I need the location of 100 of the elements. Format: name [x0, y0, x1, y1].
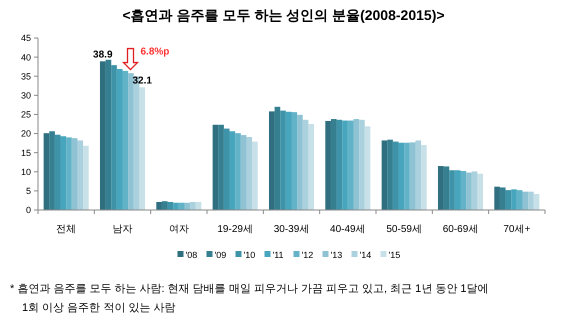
y-tick-label: 35	[20, 71, 31, 82]
bar	[173, 202, 179, 210]
bar	[162, 201, 168, 210]
bar	[139, 87, 146, 210]
bar	[410, 142, 416, 210]
legend-label: '12	[302, 250, 314, 260]
bar	[454, 170, 460, 210]
bar	[100, 61, 106, 210]
bar	[325, 120, 331, 210]
bar	[106, 60, 112, 210]
bar	[308, 124, 314, 210]
bar	[477, 174, 484, 210]
y-tick-label: 10	[20, 166, 31, 177]
bar	[240, 135, 246, 210]
bar	[230, 131, 236, 210]
y-tick-label: 25	[20, 110, 31, 120]
x-tick-label: 여자	[168, 224, 189, 235]
bar	[398, 142, 404, 210]
bar	[302, 120, 308, 210]
x-tick-label: 40-49세	[330, 224, 366, 235]
bar	[297, 114, 303, 210]
bar	[392, 142, 399, 210]
bar	[382, 140, 388, 210]
legend-label: '09	[214, 250, 226, 260]
bar	[387, 140, 393, 210]
bar	[511, 189, 517, 210]
bar	[286, 112, 292, 210]
y-tick-label: 5	[26, 186, 31, 196]
bar	[156, 202, 162, 210]
legend-label: '08	[186, 250, 198, 260]
x-tick-label: 19-29세	[217, 224, 253, 235]
bar	[77, 140, 84, 210]
bar	[404, 142, 410, 210]
bar	[500, 187, 506, 210]
bar	[44, 133, 50, 210]
bar	[218, 124, 224, 210]
bar	[292, 112, 298, 210]
y-tick-label: 20	[20, 128, 31, 139]
bar	[178, 202, 184, 210]
bar	[421, 145, 427, 210]
bar	[528, 192, 534, 210]
bar	[330, 119, 337, 210]
text: * 흡연과 음주를 모두 하는 사람: 현재 담배를 매일 피우거나 가끔 피우고 있고, 최근 1년 동안 1달에 1회 이상 음주한 적이 있는 사람	[10, 283, 489, 314]
bar	[212, 124, 218, 210]
bar	[534, 194, 540, 210]
bar	[449, 170, 455, 210]
bar	[280, 110, 286, 210]
y-tick-label: 40	[20, 52, 31, 62]
legend-label: '11	[272, 250, 284, 260]
bar	[60, 136, 66, 210]
y-tick-label: 15	[20, 148, 31, 158]
legend-label: '10	[244, 250, 256, 260]
bar	[364, 126, 370, 210]
bar	[128, 73, 134, 210]
bar	[516, 190, 522, 210]
bar	[83, 146, 89, 210]
bar	[336, 120, 342, 210]
chart-title: <흡연과 음주를 모두 하는 성인의 분율(2008-2015)>	[122, 7, 445, 23]
data-label: 32.1	[132, 75, 152, 86]
bar	[506, 190, 512, 210]
bar	[472, 171, 478, 210]
bar	[246, 136, 252, 210]
bar	[184, 202, 190, 210]
x-tick-label: 70세+	[503, 224, 530, 235]
bar	[494, 186, 500, 210]
bar	[274, 106, 280, 210]
bar	[190, 202, 196, 210]
bar	[168, 202, 174, 210]
bar	[116, 68, 122, 210]
bar	[72, 138, 78, 210]
bar	[268, 111, 275, 210]
y-tick-label: 45	[20, 33, 31, 44]
bar	[415, 140, 422, 210]
y-tick-label: 0	[26, 205, 31, 216]
bar	[224, 128, 230, 210]
x-tick-label: 50-59세	[386, 224, 422, 235]
bar	[522, 192, 528, 210]
bar	[111, 65, 117, 210]
bar	[196, 202, 202, 210]
legend-label: '15	[388, 250, 400, 260]
bar	[466, 172, 472, 210]
bar	[342, 120, 348, 210]
legend-label: '14	[360, 250, 372, 260]
x-tick-label: 전체	[56, 224, 76, 235]
bar	[66, 137, 72, 210]
x-tick-label: 30-39세	[274, 224, 310, 235]
bar	[438, 166, 444, 210]
legend-label: '13	[330, 250, 342, 260]
bar	[353, 119, 360, 210]
bar	[252, 142, 258, 210]
data-label: 38.9	[93, 49, 113, 60]
bar	[444, 166, 450, 210]
bar	[235, 133, 241, 210]
bar	[359, 120, 365, 210]
y-tick-label: 30	[20, 90, 31, 100]
annotation: 6.8%p	[140, 46, 170, 58]
bar	[348, 120, 354, 210]
x-tick-label: 60-69세	[442, 224, 478, 235]
bar	[460, 171, 466, 210]
bar	[49, 131, 55, 210]
